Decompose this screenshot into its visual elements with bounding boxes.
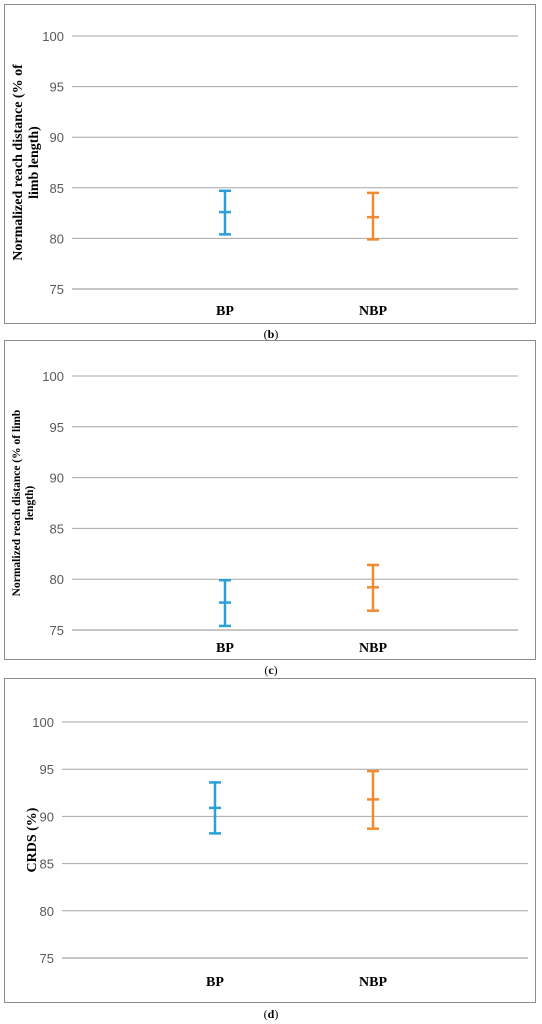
- y-axis-label-b-line-2: limb length): [27, 126, 42, 199]
- y-tick-label-c-95: 95: [50, 420, 64, 435]
- y-axis-label-b-line-1: Normalized reach distance (% of: [11, 64, 26, 261]
- chart-panel-c: [4, 340, 536, 660]
- y-tick-label-d-85: 85: [40, 857, 54, 872]
- category-label-c-bp: BP: [216, 641, 234, 656]
- caption-b: (b): [263, 327, 279, 341]
- y-tick-label-b-75: 75: [50, 282, 64, 297]
- y-tick-label-b-95: 95: [50, 80, 64, 95]
- y-axis-label-c-line-2: length): [24, 486, 36, 521]
- y-tick-label-b-80: 80: [50, 231, 64, 246]
- chart-panel-b: [4, 4, 536, 324]
- category-label-d-bp: BP: [206, 975, 224, 990]
- y-tick-label-b-85: 85: [50, 181, 64, 196]
- category-label-c-nbp: NBP: [359, 641, 387, 656]
- chart-panel-d: [4, 678, 536, 1003]
- category-label-b-bp: BP: [216, 304, 234, 319]
- y-tick-label-b-90: 90: [50, 130, 64, 145]
- caption-c: (c): [264, 663, 278, 677]
- y-tick-label-c-90: 90: [50, 471, 64, 486]
- y-axis-label-c-line-1: Normalized reach distance (% of limb: [11, 410, 23, 597]
- y-tick-label-c-100: 100: [42, 369, 64, 384]
- y-tick-label-d-75: 75: [40, 951, 54, 966]
- y-tick-label-c-80: 80: [50, 572, 64, 587]
- y-tick-label-c-85: 85: [50, 521, 64, 536]
- y-tick-label-c-75: 75: [50, 623, 64, 638]
- y-tick-label-d-95: 95: [40, 762, 54, 777]
- y-tick-label-b-100: 100: [42, 29, 64, 44]
- y-tick-label-d-90: 90: [40, 809, 54, 824]
- category-label-b-nbp: NBP: [359, 304, 387, 319]
- y-axis-label-d-line-1: CRDS (%): [25, 807, 40, 872]
- y-tick-label-d-100: 100: [32, 715, 54, 730]
- category-label-d-nbp: NBP: [359, 975, 387, 990]
- caption-d: (d): [263, 1007, 279, 1021]
- y-tick-label-d-80: 80: [40, 904, 54, 919]
